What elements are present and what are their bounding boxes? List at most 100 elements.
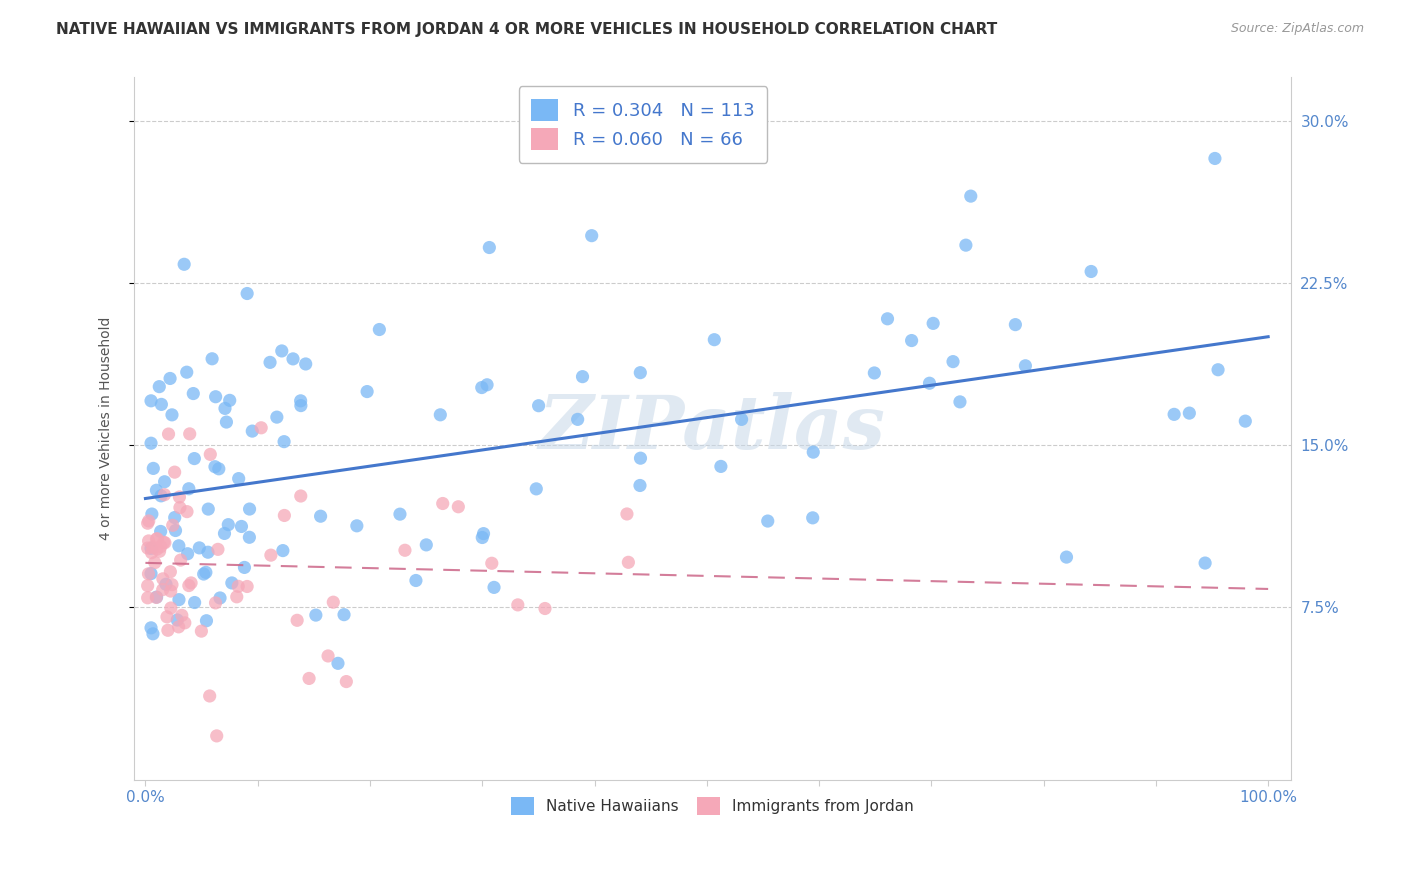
Point [160, 577, 183, 591]
Point [142, 627, 165, 641]
Point [152, 572, 174, 586]
Point [900, 334, 922, 348]
Point [139, 566, 162, 581]
Point [169, 553, 191, 567]
Point [153, 535, 176, 549]
Point [703, 333, 725, 347]
Point [1080, 264, 1102, 278]
Point [333, 607, 356, 622]
Point [166, 613, 188, 627]
Point [405, 574, 427, 588]
Point [143, 556, 166, 570]
Point [139, 393, 162, 408]
Point [159, 371, 181, 385]
Point [146, 532, 169, 546]
Point [141, 507, 163, 521]
Point [160, 408, 183, 422]
Point [183, 595, 205, 609]
Point [169, 500, 191, 515]
Point [167, 620, 190, 634]
Point [225, 590, 247, 604]
Point [281, 351, 304, 366]
Point [159, 565, 181, 579]
Point [208, 462, 231, 476]
Point [173, 257, 195, 271]
Point [145, 590, 167, 604]
Point [180, 576, 202, 591]
Point [1056, 550, 1078, 565]
Point [571, 369, 593, 384]
Point [139, 621, 162, 635]
Point [156, 610, 179, 624]
Point [214, 401, 236, 416]
Point [471, 380, 494, 394]
Text: NATIVE HAWAIIAN VS IMMIGRANTS FROM JORDAN 4 OR MORE VEHICLES IN HOUSEHOLD CORREL: NATIVE HAWAIIAN VS IMMIGRANTS FROM JORDA… [56, 22, 997, 37]
Point [801, 511, 824, 525]
Point [181, 386, 204, 401]
Point [429, 408, 451, 422]
Point [173, 615, 195, 630]
Point [942, 354, 965, 368]
Point [204, 459, 226, 474]
Text: ZIPatlas: ZIPatlas [538, 392, 886, 465]
Point [145, 532, 167, 546]
Point [1194, 556, 1216, 570]
Point [628, 478, 651, 492]
Point [226, 579, 249, 593]
Point [432, 496, 454, 510]
Point [157, 427, 180, 442]
Point [142, 461, 165, 475]
Point [160, 601, 183, 615]
Point [136, 579, 159, 593]
Point [152, 582, 174, 597]
Text: Source: ZipAtlas.com: Source: ZipAtlas.com [1230, 22, 1364, 36]
Point [266, 410, 288, 425]
Point [193, 567, 215, 582]
Point [368, 322, 391, 336]
Point [233, 560, 256, 574]
Y-axis label: 4 or more Vehicles in Household: 4 or more Vehicles in Household [100, 317, 114, 541]
Point [176, 505, 198, 519]
Point [167, 592, 190, 607]
Point [710, 459, 733, 474]
Point [194, 566, 217, 580]
Point [534, 601, 557, 615]
Point [478, 240, 501, 254]
Point [163, 465, 186, 479]
Point [162, 518, 184, 533]
Point [142, 540, 165, 554]
Point [1204, 152, 1226, 166]
Point [290, 393, 312, 408]
Point [322, 595, 344, 609]
Point [138, 533, 160, 548]
Point [205, 729, 228, 743]
Point [1014, 359, 1036, 373]
Point [1163, 408, 1185, 422]
Point [207, 542, 229, 557]
Point [475, 377, 498, 392]
Point [294, 357, 316, 371]
Point [238, 502, 260, 516]
Point [1234, 414, 1257, 428]
Point [197, 545, 219, 559]
Point [240, 424, 263, 438]
Point [145, 483, 167, 498]
Point [1178, 406, 1201, 420]
Point [153, 488, 176, 502]
Point [346, 518, 368, 533]
Point [447, 500, 470, 514]
Point [309, 509, 332, 524]
Point [231, 519, 253, 533]
Point [238, 530, 260, 544]
Point [305, 608, 328, 623]
Point [155, 577, 177, 591]
Point [863, 366, 886, 380]
Point [221, 576, 243, 591]
Point [136, 541, 159, 555]
Point [136, 516, 159, 531]
Point [236, 286, 259, 301]
Legend: Native Hawaiians, Immigrants from Jordan: Native Hawaiians, Immigrants from Jordan [502, 788, 924, 824]
Point [959, 189, 981, 203]
Point [138, 514, 160, 528]
Point [271, 543, 294, 558]
